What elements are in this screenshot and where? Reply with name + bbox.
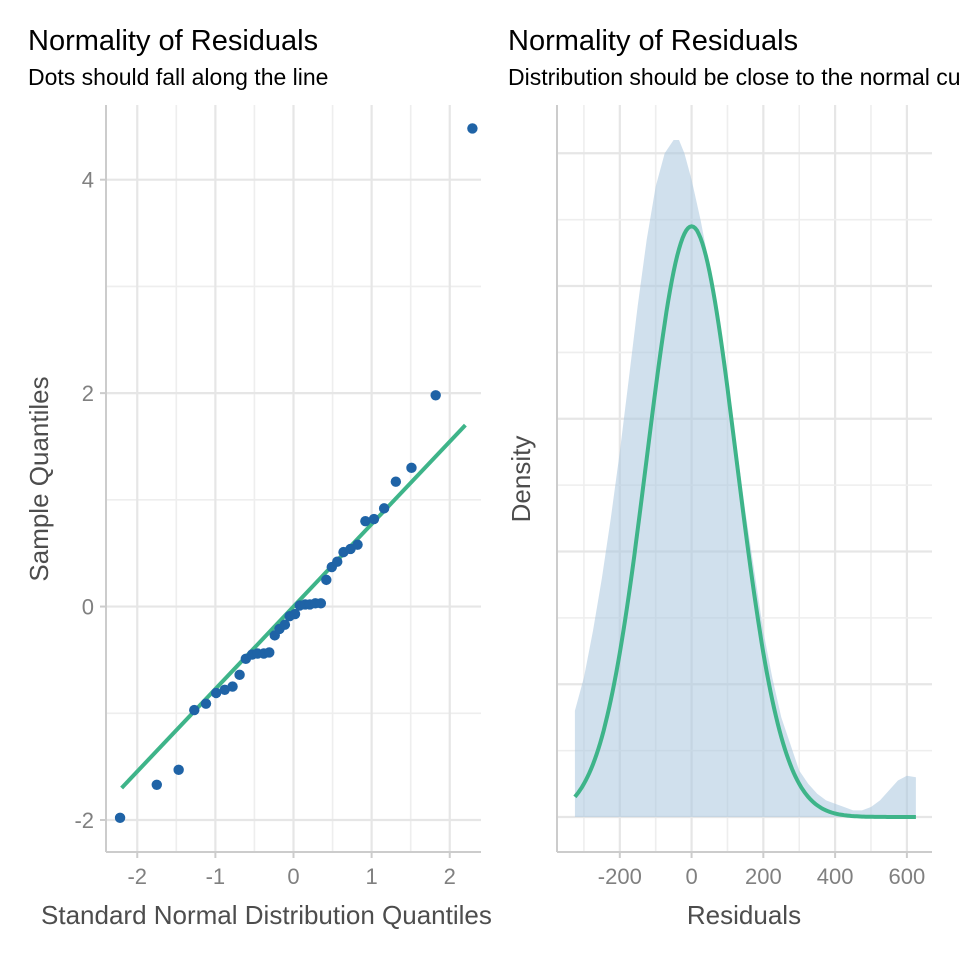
- qq-point-8: [234, 669, 245, 681]
- qq-point-7: [227, 681, 238, 692]
- qq-point-1: [151, 779, 162, 790]
- qq-panel: Normality of Residuals Dots should fall …: [24, 25, 492, 930]
- qq-y-tick-label-0: -2: [74, 808, 94, 833]
- density-x-tick-label-4: 600: [889, 864, 926, 889]
- qq-point-34: [406, 462, 417, 474]
- qq-x-tick-label-4: 2: [444, 864, 456, 889]
- qq-point-0: [114, 812, 126, 824]
- qq-reference-line: [120, 423, 467, 790]
- qq-x-tick-label-2: 0: [287, 864, 299, 889]
- density-x-tick-label-3: 400: [817, 864, 854, 889]
- qq-point-26: [332, 556, 343, 567]
- density-x-axis-title: Residuals: [687, 900, 801, 930]
- qq-point-24: [321, 574, 332, 586]
- density-y-axis-title: Density: [506, 436, 536, 523]
- density-area: [574, 140, 916, 817]
- qq-grid: [106, 105, 481, 852]
- qq-point-18: [289, 608, 301, 620]
- density-panel: Normality of Residuals Distribution shou…: [506, 25, 960, 930]
- qq-point-13: [264, 647, 275, 658]
- density-normal-curve-group: [573, 224, 916, 819]
- qq-x-tick-label-3: 1: [366, 864, 378, 889]
- qq-y-tick-label-3: 4: [82, 168, 94, 193]
- qq-point-4: [200, 698, 212, 709]
- qq-point-35: [430, 390, 441, 401]
- qq-x-tick-label-1: -1: [206, 864, 226, 889]
- qq-point-16: [279, 619, 291, 630]
- qq-point-2: [173, 764, 184, 776]
- qq-point-29: [352, 539, 363, 550]
- qq-x-tick-label-0: -2: [127, 864, 147, 889]
- qq-tick-labels: -2 -1 0 1 2 -2 0 2 4: [74, 168, 455, 889]
- qq-point-36: [467, 123, 478, 134]
- density-x-tick-label-1: 0: [685, 864, 697, 889]
- qq-point-30: [360, 515, 371, 527]
- qq-point-23: [315, 598, 327, 609]
- qq-title: Normality of Residuals: [28, 25, 318, 57]
- density-tick-labels: -200 0 200 400 600: [598, 852, 925, 889]
- density-area-group: [574, 140, 916, 817]
- qq-point-32: [378, 503, 390, 514]
- qq-points: [114, 123, 478, 824]
- qq-y-tick-label-2: 2: [82, 381, 94, 406]
- density-title: Normality of Residuals: [508, 25, 798, 57]
- qq-subtitle: Dots should fall along the line: [28, 64, 328, 90]
- qq-reference-line-group: [120, 423, 467, 790]
- qq-point-33: [390, 476, 402, 487]
- density-x-tick-label-2: 200: [745, 864, 782, 889]
- qq-point-3: [189, 704, 200, 716]
- qq-point-31: [368, 513, 380, 525]
- density-normal-curve: [573, 224, 916, 819]
- qq-y-axis-title: Sample Quantiles: [24, 376, 54, 581]
- qq-point-5: [210, 687, 222, 699]
- density-subtitle: Distribution should be close to the norm…: [508, 64, 960, 90]
- density-x-tick-label-0: -200: [598, 864, 642, 889]
- qq-x-axis-title: Standard Normal Distribution Quantiles: [41, 900, 492, 930]
- qq-point-6: [219, 684, 230, 695]
- qq-y-tick-label-1: 0: [82, 595, 94, 620]
